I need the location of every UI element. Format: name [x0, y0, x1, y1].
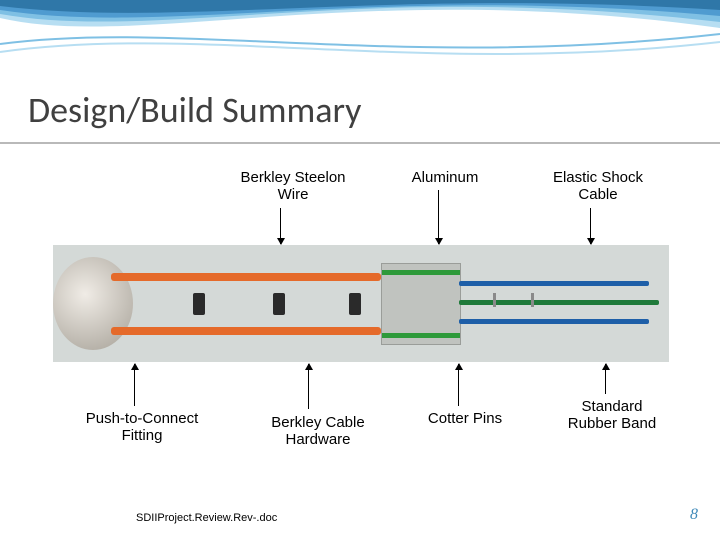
label-cotter-pins: Cotter Pins [420, 410, 510, 427]
photo-hardware [349, 293, 361, 315]
photo-rubber-band [382, 270, 460, 275]
photo-cotter-pin [493, 293, 496, 307]
page-number: 8 [690, 506, 698, 524]
arrow-elastic-shock-cable [590, 208, 591, 244]
arrow-aluminum [438, 190, 439, 244]
photo-aluminum-block [381, 263, 461, 345]
label-standard-rubber-band: Standard Rubber Band [557, 398, 667, 433]
photo-hardware [273, 293, 285, 315]
photo-rubber-band [382, 333, 460, 338]
arrow-push-to-connect-fitting [134, 364, 135, 406]
photo-shock-cable [459, 319, 649, 324]
arrow-standard-rubber-band [605, 364, 606, 394]
arrow-berkley-cable-hardware [308, 364, 309, 409]
label-elastic-shock-cable: Elastic Shock Cable [543, 169, 653, 204]
assembly-photo [53, 245, 669, 362]
photo-rod [111, 327, 381, 335]
theme-wave-band [0, 0, 720, 75]
label-berkley-cable-hardware: Berkley Cable Hardware [259, 414, 377, 449]
title-underline [0, 142, 720, 144]
label-berkley-steelon-wire: Berkley Steelon Wire [233, 169, 353, 204]
photo-cotter-pin [531, 293, 534, 307]
arrow-berkley-steelon-wire [280, 208, 281, 244]
photo-shock-cable [459, 281, 649, 286]
label-aluminum: Aluminum [405, 169, 485, 186]
photo-shock-cable [459, 300, 659, 305]
arrow-cotter-pins [458, 364, 459, 406]
slide-title: Design/Build Summary [28, 88, 361, 132]
photo-rod [111, 273, 381, 281]
footer-filename: SDIIProject.Review.Rev-.doc [136, 512, 277, 524]
photo-hardware [193, 293, 205, 315]
photo-baseplate [53, 257, 133, 350]
label-push-to-connect-fitting: Push-to-Connect Fitting [78, 410, 206, 445]
